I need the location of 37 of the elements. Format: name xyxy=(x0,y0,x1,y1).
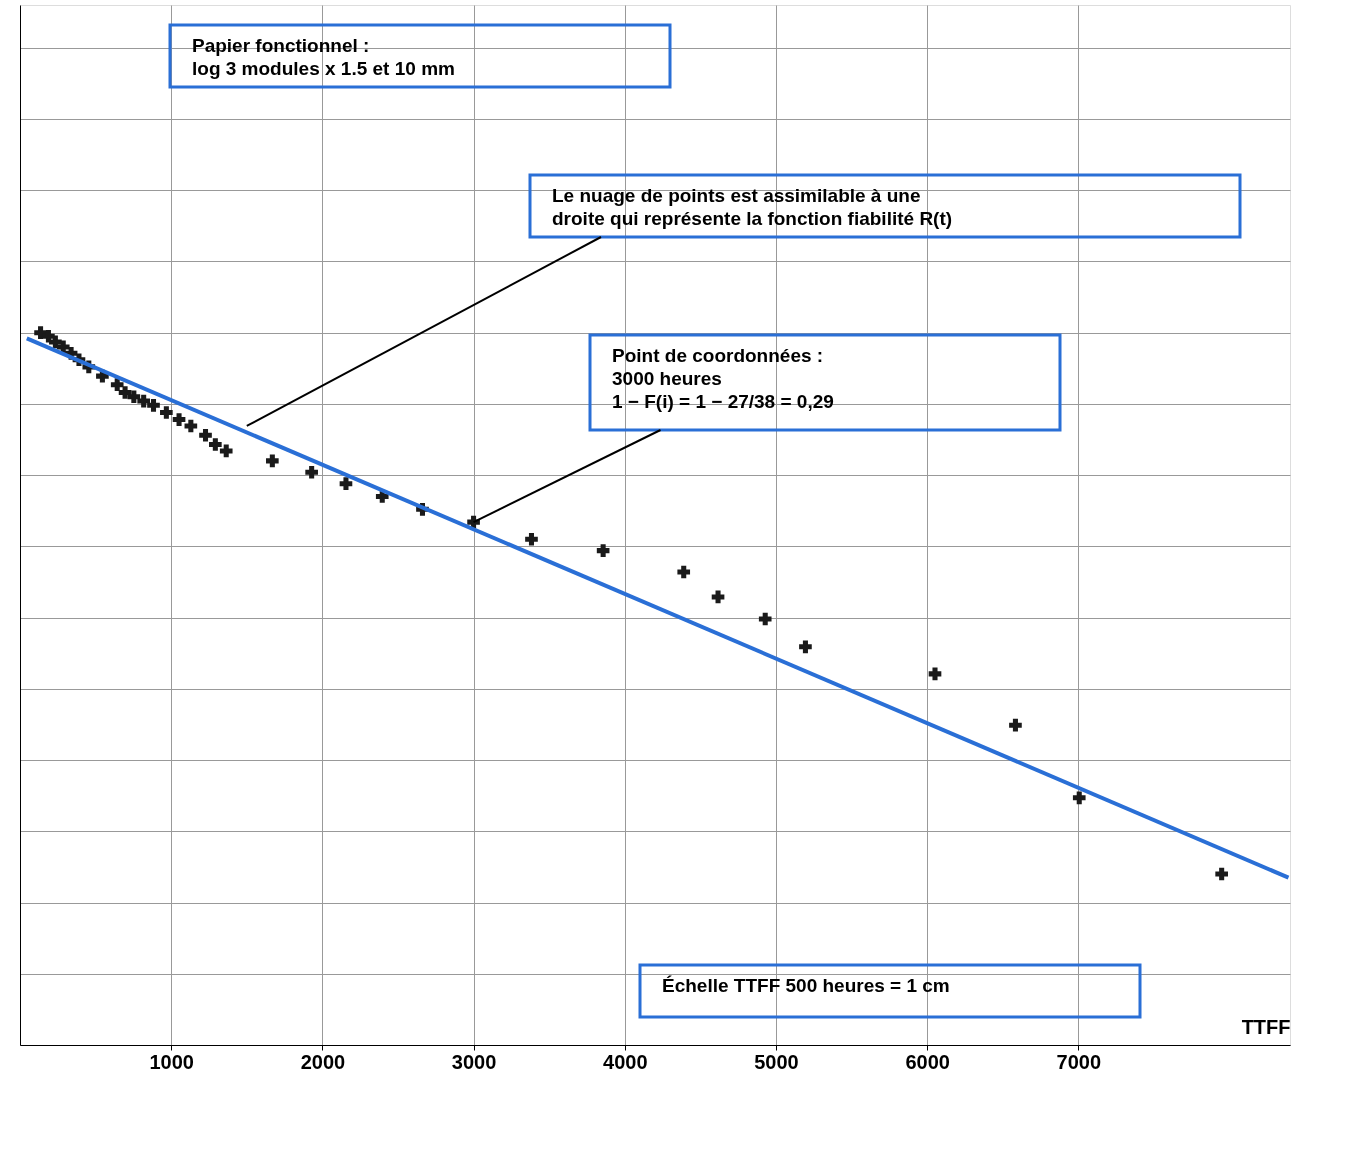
annotation: Le nuage de points est assimilable à une droite qui représente la fonction fiabilité R(t) xyxy=(552,185,953,229)
point xyxy=(209,438,222,451)
point xyxy=(339,477,353,491)
text: Papier fonctionnel : log 3 modules x 1.5 et 10 mm xyxy=(192,35,455,79)
point xyxy=(1215,867,1228,881)
point xyxy=(928,667,942,681)
x-tick-label: 2000 xyxy=(300,1050,346,1073)
point xyxy=(677,565,691,579)
point xyxy=(219,444,233,458)
x-tick-label: 5000 xyxy=(754,1050,799,1073)
point xyxy=(147,399,160,412)
x-tick-label: 4000 xyxy=(603,1050,648,1073)
annotation: Point de coordonnées : 3000 heures 1 − F(i) = 1 − 27/38 = 0,29 xyxy=(612,345,834,412)
point xyxy=(596,544,610,557)
annotation: Échelle TTFF 500 heures = 1 cm xyxy=(662,975,950,996)
point xyxy=(49,335,62,349)
point xyxy=(1009,718,1022,732)
point xyxy=(199,428,212,442)
point xyxy=(305,465,318,479)
x-tick-label: 1000 xyxy=(149,1050,194,1073)
point xyxy=(137,394,150,408)
point xyxy=(799,640,812,654)
point xyxy=(711,590,725,604)
point xyxy=(758,612,772,626)
point xyxy=(184,419,198,433)
point xyxy=(172,413,186,426)
point xyxy=(1072,791,1086,805)
point xyxy=(127,390,141,404)
point xyxy=(160,406,173,419)
x-tick-label: 3000 xyxy=(451,1050,497,1073)
point xyxy=(110,378,124,391)
point xyxy=(525,532,538,546)
x-tick-label: 7000 xyxy=(1056,1050,1102,1073)
x-tick-label: 6000 xyxy=(905,1050,950,1073)
x-axis-title: TTFF xyxy=(1241,1015,1291,1038)
point xyxy=(266,454,279,468)
point xyxy=(118,386,132,399)
